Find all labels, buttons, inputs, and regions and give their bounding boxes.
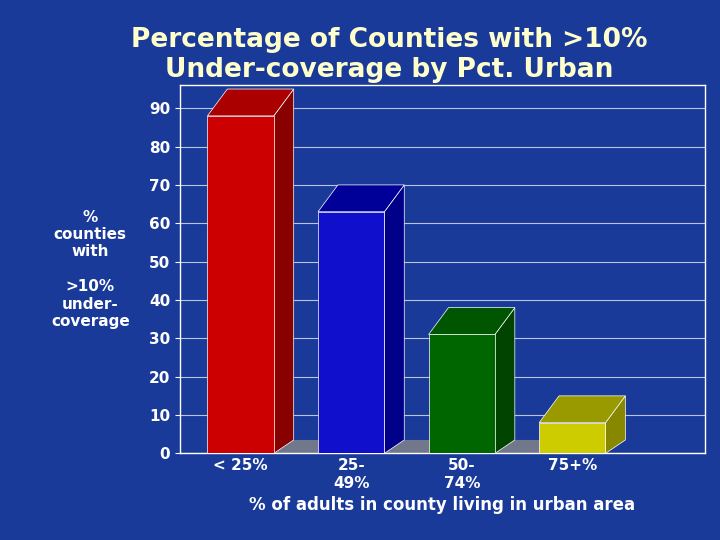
Polygon shape: [539, 423, 606, 454]
Polygon shape: [384, 185, 404, 454]
Y-axis label: %
counties
with

>10%
under-
coverage: % counties with >10% under- coverage: [51, 210, 130, 329]
Polygon shape: [428, 334, 495, 454]
Polygon shape: [539, 396, 626, 423]
Polygon shape: [606, 396, 626, 454]
Polygon shape: [274, 89, 294, 454]
Polygon shape: [207, 116, 274, 454]
Polygon shape: [318, 212, 384, 454]
Polygon shape: [428, 308, 515, 334]
X-axis label: % of adults in county living in urban area: % of adults in county living in urban ar…: [249, 496, 636, 514]
Text: Percentage of Counties with >10%
Under-coverage by Pct. Urban: Percentage of Counties with >10% Under-c…: [130, 27, 647, 83]
Polygon shape: [207, 89, 294, 116]
Polygon shape: [495, 308, 515, 454]
Polygon shape: [318, 185, 404, 212]
Polygon shape: [207, 440, 626, 454]
